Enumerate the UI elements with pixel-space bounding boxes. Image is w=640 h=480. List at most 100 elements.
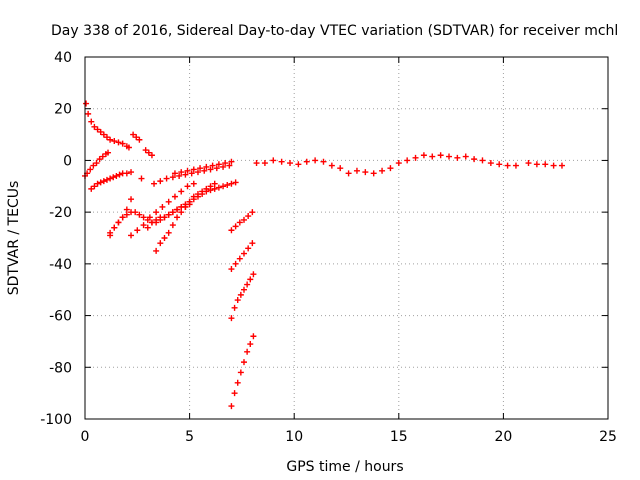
- series-track-f: [138, 175, 145, 182]
- data-point: [454, 154, 461, 161]
- data-point: [132, 209, 139, 216]
- data-point: [171, 193, 178, 200]
- data-point: [194, 191, 201, 198]
- data-point: [211, 180, 218, 187]
- data-point: [222, 160, 229, 167]
- data-point: [130, 131, 137, 138]
- series-track-p: [228, 271, 257, 322]
- data-point: [228, 158, 235, 165]
- y-tick-label: 40: [54, 50, 72, 66]
- data-point: [215, 184, 222, 191]
- data-point: [136, 211, 143, 218]
- data-point: [525, 160, 532, 167]
- data-point: [496, 161, 503, 168]
- data-point: [184, 183, 191, 190]
- data-point: [159, 203, 166, 210]
- data-point: [116, 171, 123, 178]
- data-point: [236, 219, 243, 226]
- x-tick-labels: 0 5 10 15 20 25: [81, 429, 617, 445]
- data-point: [303, 158, 310, 165]
- y-tick-label: -40: [49, 257, 72, 273]
- data-point: [85, 110, 92, 117]
- data-point: [240, 216, 247, 223]
- data-point: [107, 136, 114, 143]
- data-point: [144, 224, 151, 231]
- data-point: [111, 224, 118, 231]
- data-point: [337, 165, 344, 172]
- y-tick-label: -100: [40, 412, 72, 428]
- data-point: [190, 166, 197, 173]
- data-point: [123, 170, 130, 177]
- data-point: [504, 162, 511, 169]
- data-point: [412, 154, 419, 161]
- data-point: [320, 158, 327, 165]
- data-point: [312, 157, 319, 164]
- data-point: [165, 198, 172, 205]
- chart-title: Day 338 of 2016, Sidereal Day-to-day VTE…: [51, 23, 618, 39]
- series-track-o: [228, 240, 256, 273]
- data-point: [437, 152, 444, 159]
- data-point: [142, 147, 149, 154]
- data-point: [250, 271, 257, 278]
- data-point: [420, 152, 427, 159]
- data-point: [487, 160, 494, 167]
- data-point: [228, 315, 235, 322]
- series-track-d: [82, 149, 112, 179]
- data-point: [188, 170, 195, 177]
- data-point: [174, 206, 181, 213]
- data-point: [446, 153, 453, 160]
- data-point: [165, 229, 172, 236]
- data-point: [213, 165, 220, 172]
- data-point: [165, 211, 172, 218]
- data-point: [249, 209, 256, 216]
- data-point: [199, 188, 206, 195]
- data-point: [237, 369, 244, 376]
- data-point: [113, 172, 120, 179]
- series-track-s: [525, 160, 565, 169]
- data-point: [93, 160, 100, 167]
- data-point: [169, 222, 176, 229]
- x-tick-label: 10: [285, 429, 303, 445]
- y-tick-label: 0: [63, 153, 72, 169]
- data-point: [151, 180, 158, 187]
- y-tick-label: -60: [49, 309, 72, 325]
- data-point: [153, 209, 160, 216]
- x-tick-label: 5: [185, 429, 194, 445]
- data-point: [395, 160, 402, 167]
- data-point: [148, 219, 155, 226]
- data-point: [231, 390, 238, 397]
- data-point: [133, 134, 140, 141]
- data-point: [379, 167, 386, 174]
- tick-marks: [84, 56, 609, 420]
- data-point: [209, 162, 216, 169]
- data-point: [249, 240, 256, 247]
- data-point: [237, 291, 244, 298]
- data-point: [169, 174, 176, 181]
- data-point: [153, 216, 160, 223]
- data-point: [153, 247, 160, 254]
- data-point: [261, 160, 268, 167]
- data-point: [176, 172, 183, 179]
- data-point: [146, 214, 153, 221]
- plot-frame: [84, 56, 609, 420]
- data-point: [512, 162, 519, 169]
- series-track-r: [253, 152, 519, 177]
- data-point: [134, 227, 141, 234]
- series-track-e: [88, 169, 135, 192]
- data-point: [247, 341, 254, 348]
- data-point: [404, 157, 411, 164]
- data-point: [128, 196, 135, 203]
- data-point: [190, 180, 197, 187]
- data-point: [479, 157, 486, 164]
- data-point: [128, 169, 135, 176]
- data-point: [157, 240, 164, 247]
- series-track-n: [228, 209, 256, 234]
- data-point: [140, 214, 147, 221]
- data-point: [245, 213, 252, 220]
- data-point: [220, 183, 227, 190]
- data-point: [171, 170, 178, 177]
- data-point: [94, 180, 101, 187]
- data-point: [228, 403, 235, 410]
- data-point: [362, 169, 369, 176]
- data-point: [174, 214, 181, 221]
